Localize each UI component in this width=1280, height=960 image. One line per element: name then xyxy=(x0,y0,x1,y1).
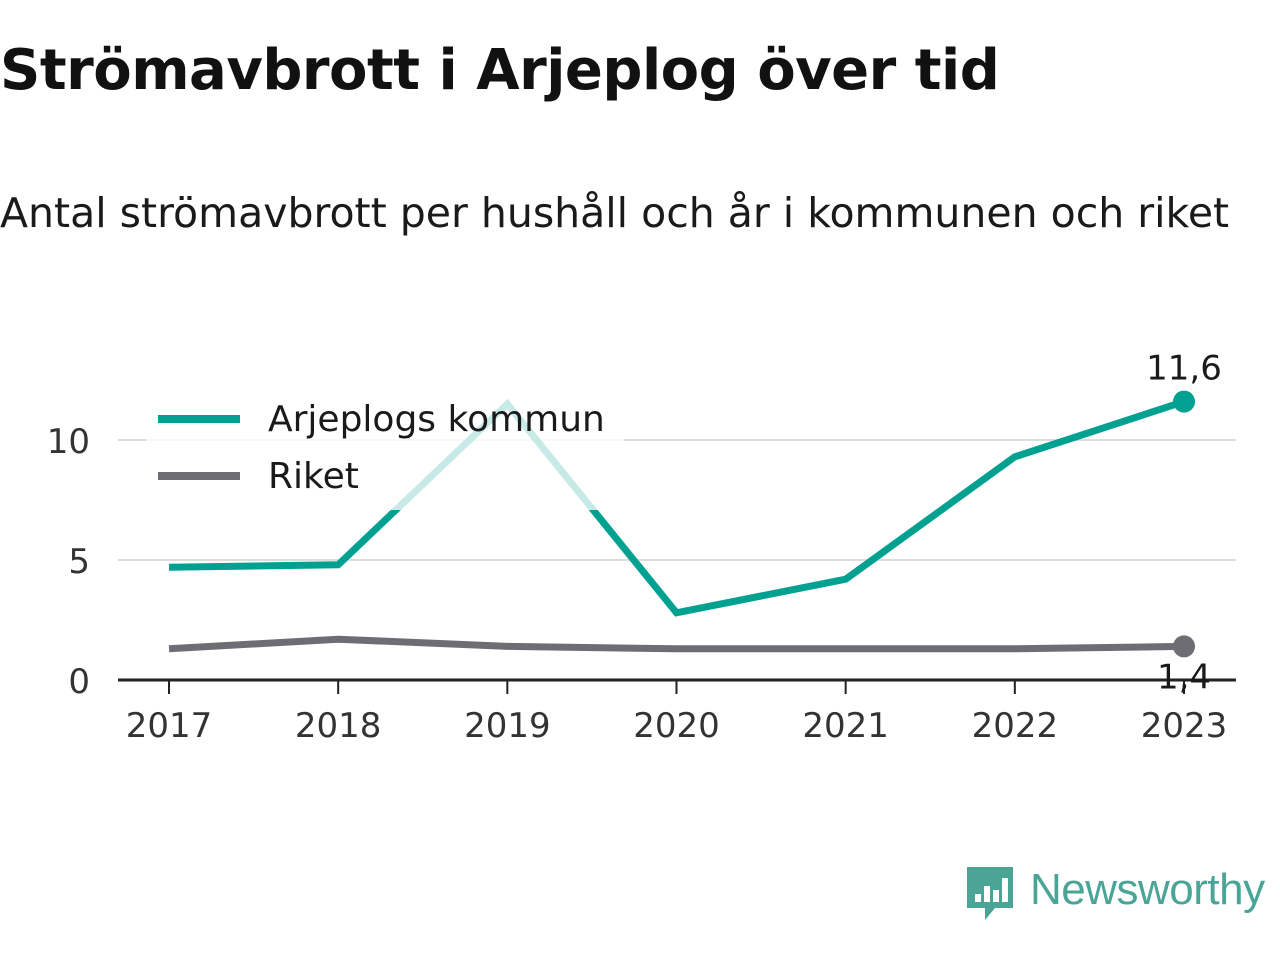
y-tick-label-5: 5 xyxy=(68,542,90,582)
end-marker-1 xyxy=(1173,635,1195,658)
x-tick-label-2018: 2018 xyxy=(295,706,382,746)
gridlines: 0 5 10 xyxy=(47,422,1236,702)
legend-backdrop xyxy=(146,392,624,510)
end-value-label-1: 1,4 xyxy=(1157,657,1211,697)
x-tick-label-2019: 2019 xyxy=(464,706,551,746)
end-marker-0 xyxy=(1173,390,1195,413)
legend-label-0: Arjeplogs kommun xyxy=(268,399,605,440)
x-tick-label-2017: 2017 xyxy=(126,706,213,746)
series-line-0 xyxy=(168,398,1186,617)
chart-title: Strömavbrott i Arjeplog över tid xyxy=(0,38,1000,103)
y-tick-label-10: 10 xyxy=(47,422,90,462)
chart-subtitle: Antal strömavbrott per hushåll och år i … xyxy=(0,189,1230,237)
x-tick-label-2021: 2021 xyxy=(802,706,889,746)
end-labels: 11,6 1,4 xyxy=(1146,349,1222,698)
end-value-label-0: 11,6 xyxy=(1146,349,1222,389)
x-tick-label-2020: 2020 xyxy=(633,706,720,746)
brand-name: Newsworthy xyxy=(1030,865,1265,914)
newsworthy-brand: Newsworthy xyxy=(964,862,1265,926)
x-tick-label-2023: 2023 xyxy=(1141,706,1228,746)
legend-label-1: Riket xyxy=(268,456,359,497)
x-tick-label-2022: 2022 xyxy=(972,706,1059,746)
newsworthy-logo-icon xyxy=(967,867,1013,920)
series-lines xyxy=(168,398,1186,653)
x-axis: 2017 2018 2019 2020 2021 2022 2023 xyxy=(118,678,1236,746)
legend: Arjeplogs kommun Riket xyxy=(146,392,624,510)
series-line-1 xyxy=(168,635,1185,653)
y-tick-label-0: 0 xyxy=(68,662,90,702)
